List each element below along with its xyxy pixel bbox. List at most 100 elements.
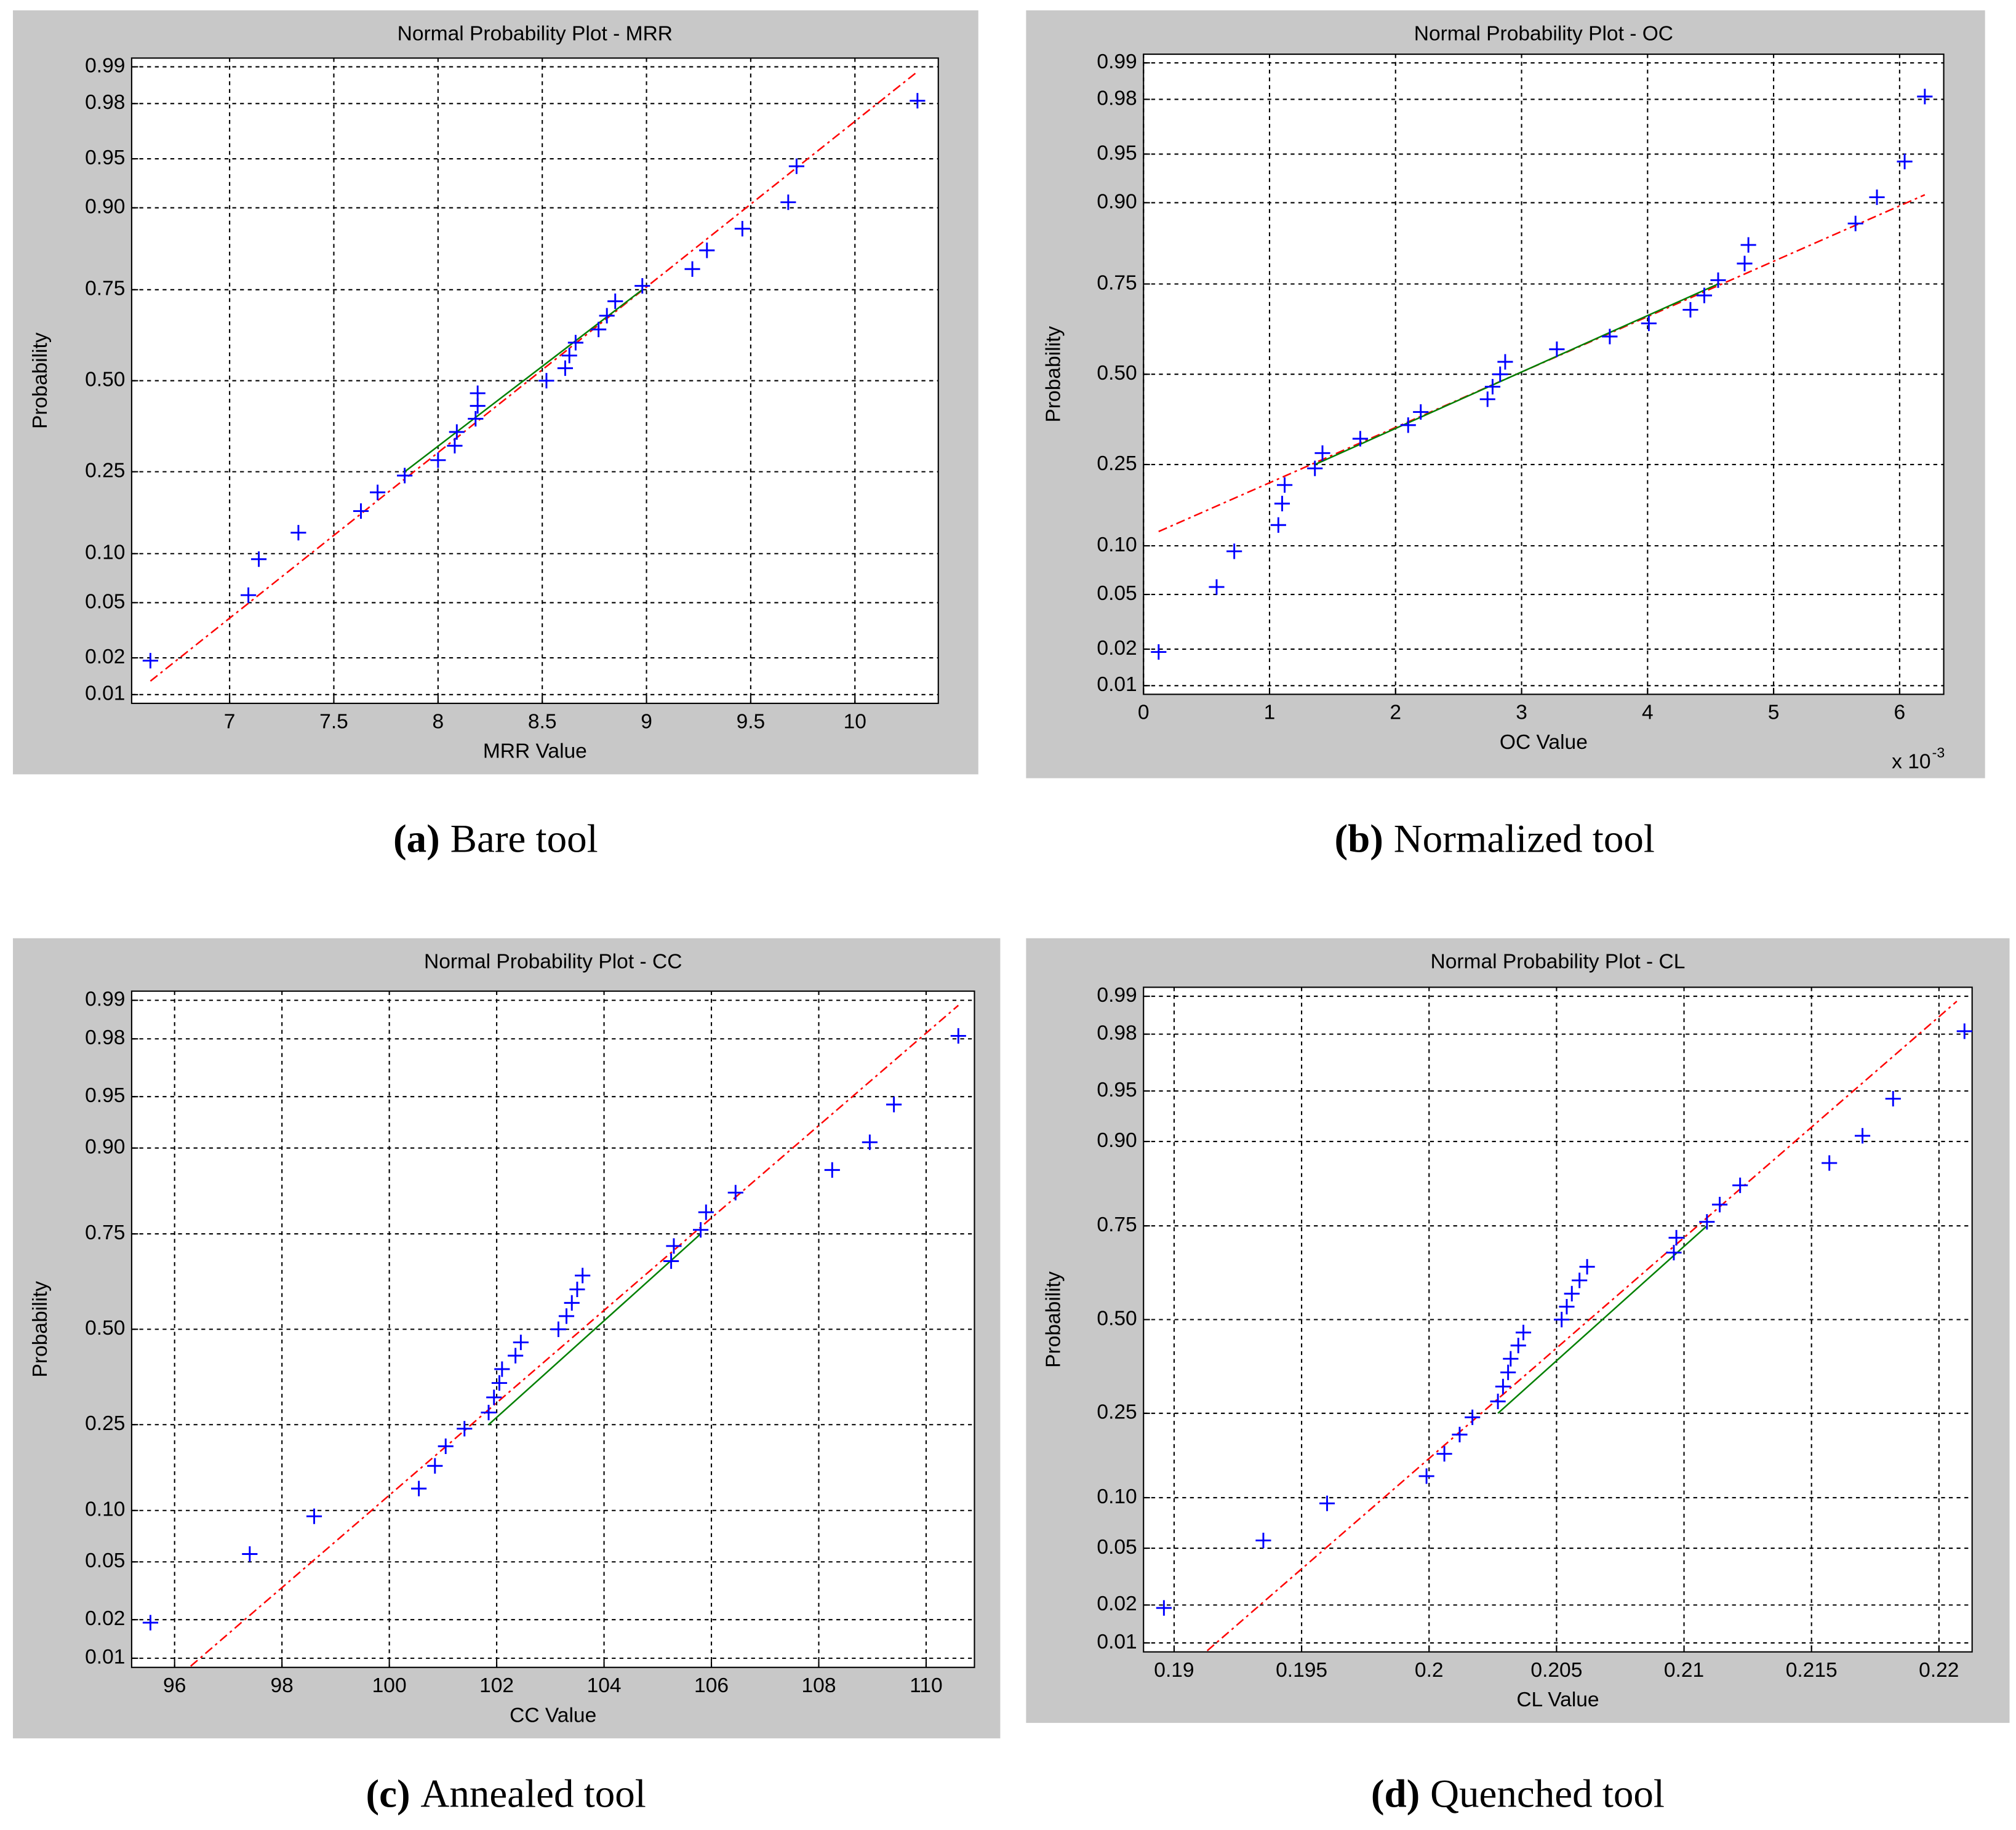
y-tick-label: 0.75 (1097, 271, 1137, 294)
data-point (1917, 89, 1933, 105)
chart-title: Normal Probability Plot - CL (1431, 950, 1686, 973)
data-point (1682, 302, 1698, 318)
y-tick-label: 0.25 (85, 459, 125, 482)
data-point (1668, 1229, 1684, 1246)
data-point (698, 1204, 714, 1220)
data-point (1400, 417, 1416, 433)
data-point (1151, 644, 1167, 660)
y-tick-label: 0.99 (85, 54, 125, 77)
x-tick-label: 3 (1516, 701, 1527, 724)
y-tick-label: 0.50 (1097, 1307, 1137, 1330)
data-point (1307, 460, 1323, 476)
data-point (538, 373, 554, 389)
x-tick-label: 98 (271, 1674, 294, 1697)
data-point (370, 484, 386, 500)
x-tick-label: 102 (479, 1674, 514, 1697)
quartile-line (1497, 1225, 1708, 1414)
y-tick-label: 0.05 (85, 1549, 125, 1572)
x-scale-label: x 10 (1892, 750, 1930, 773)
caption-text: Quenched tool (1430, 1772, 1665, 1816)
x-tick-label: 9.5 (737, 710, 766, 733)
data-point (468, 410, 484, 427)
data-point (1710, 272, 1726, 288)
y-tick-label: 0.99 (1097, 50, 1137, 73)
y-tick-label: 0.02 (1097, 1592, 1137, 1615)
y-tick-label: 0.10 (1097, 533, 1137, 556)
data-point (457, 1421, 473, 1437)
y-tick-label: 0.10 (85, 1498, 125, 1521)
y-tick-label: 0.98 (1097, 1021, 1137, 1044)
data-point (1822, 1155, 1838, 1171)
data-point (1484, 378, 1501, 395)
x-axis-label: CC Value (510, 1704, 596, 1727)
data-point (142, 1615, 159, 1631)
data-point (727, 1185, 743, 1201)
data-point (788, 158, 805, 174)
data-point (250, 551, 267, 567)
x-tick-label: 0.21 (1664, 1659, 1704, 1682)
y-tick-label: 0.95 (85, 1084, 125, 1107)
x-tick-label: 9 (641, 710, 652, 733)
data-point (1274, 495, 1290, 511)
y-tick-label: 0.99 (1097, 984, 1137, 1007)
y-axis-label: Probability (1042, 326, 1065, 423)
data-point (447, 438, 463, 454)
y-tick-label: 0.10 (1097, 1485, 1137, 1508)
y-axis-label: Probability (29, 332, 52, 429)
data-point (684, 261, 700, 277)
data-point (1885, 1090, 1901, 1107)
caption: (b) Normalized tool (1334, 817, 1654, 861)
data-point (508, 1348, 524, 1364)
data-point (666, 1238, 682, 1254)
data-point (1314, 445, 1330, 461)
data-point (663, 1253, 679, 1269)
chart-title: Normal Probability Plot - CC (424, 950, 682, 973)
y-tick-label: 0.95 (1097, 1079, 1137, 1101)
data-point (699, 242, 715, 258)
data-point (607, 294, 623, 310)
data-point (1554, 1311, 1570, 1328)
data-point (1270, 517, 1286, 533)
data-point (438, 1438, 454, 1454)
y-tick-label: 0.02 (85, 1607, 125, 1630)
data-point (397, 468, 413, 484)
y-tick-label: 0.02 (85, 645, 125, 668)
y-tick-label: 0.02 (1097, 637, 1137, 660)
data-point (1869, 189, 1885, 206)
y-tick-label: 0.90 (1097, 190, 1137, 213)
data-point (567, 335, 583, 351)
data-point (430, 452, 446, 468)
x-tick-label: 0.19 (1154, 1659, 1194, 1682)
data-point (1515, 1324, 1532, 1341)
x-axis-label: OC Value (1500, 731, 1588, 754)
reference-line (190, 1004, 959, 1667)
caption-text: Bare tool (450, 817, 598, 861)
x-tick-label: 8.5 (528, 710, 557, 733)
data-point (1156, 1600, 1172, 1616)
reference-line (1206, 1001, 1958, 1652)
data-point (290, 525, 306, 541)
data-point (449, 424, 465, 440)
x-tick-label: 0.205 (1530, 1659, 1582, 1682)
data-point (241, 587, 257, 603)
data-point (824, 1162, 840, 1178)
data-point (1602, 329, 1618, 345)
x-tick-label: 110 (910, 1674, 942, 1697)
data-point (557, 360, 574, 376)
data-point (1352, 431, 1369, 447)
quartile-line (488, 1233, 702, 1426)
data-point (1564, 1285, 1580, 1301)
data-point (1418, 1468, 1434, 1484)
x-tick-label: 104 (587, 1674, 622, 1697)
y-tick-label: 0.75 (1097, 1213, 1137, 1236)
data-point (486, 1389, 502, 1405)
y-tick-label: 0.50 (85, 1317, 125, 1340)
data-point (910, 93, 926, 109)
y-tick-label: 0.98 (85, 1026, 125, 1049)
data-point (561, 348, 577, 364)
y-tick-label: 0.98 (1097, 87, 1137, 110)
data-point (564, 1295, 580, 1311)
data-point (1495, 1378, 1511, 1394)
